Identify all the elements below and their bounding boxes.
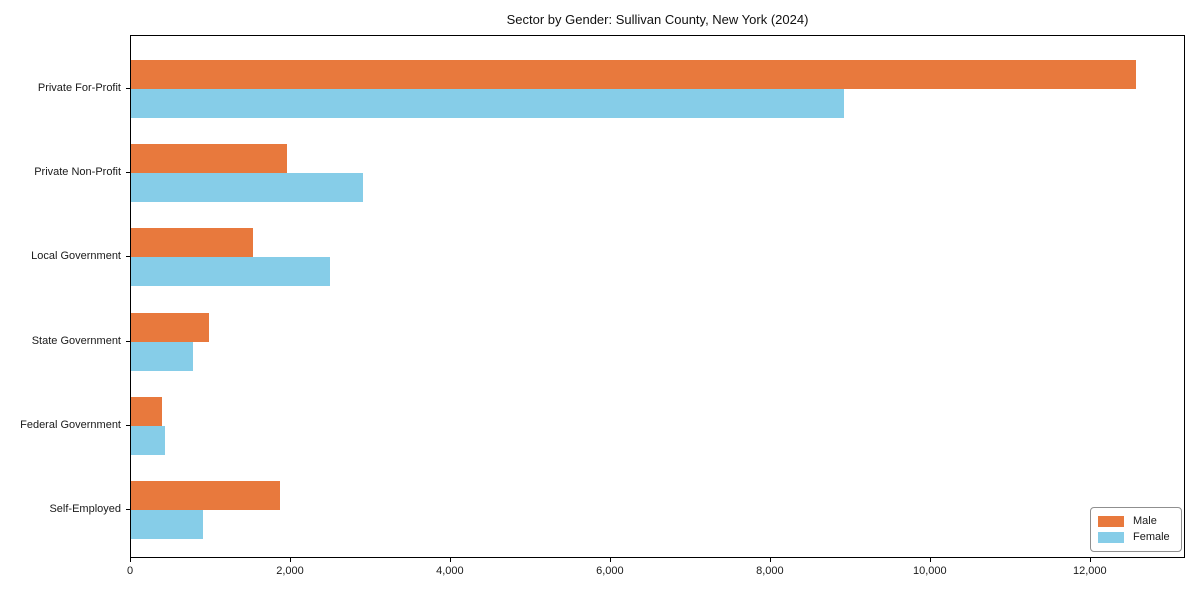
bar-male-federal-government: [131, 396, 162, 426]
x-axis-tick-label: 0: [126, 565, 134, 577]
x-axis-tick: [1089, 558, 1091, 562]
y-axis-tick: [126, 509, 130, 510]
x-axis-tick-label: 6,000: [596, 565, 624, 577]
x-axis-tick: [449, 558, 451, 562]
bar-female-self-employed: [131, 510, 204, 539]
y-axis-tick: [126, 424, 130, 426]
bar-female-local-government: [131, 257, 331, 287]
x-axis-tick: [290, 558, 291, 562]
y-axis-tick: [126, 340, 130, 342]
x-axis-tick-label: 12,000: [1072, 565, 1107, 577]
bar-female-private-non-profit: [131, 173, 364, 203]
legend-item-female: Female: [1098, 532, 1174, 543]
x-axis-tick: [130, 558, 131, 562]
x-axis-tick: [929, 558, 931, 562]
bar-male-private-for-profit: [131, 60, 1136, 89]
y-axis-label-self-employed: Self-Employed: [49, 503, 121, 515]
y-axis-label-state-government: State Government: [31, 334, 121, 347]
x-axis-tick: [609, 558, 611, 562]
y-axis-tick: [126, 256, 130, 258]
bar-female-state-government: [131, 341, 193, 371]
y-axis-tick: [126, 172, 130, 174]
x-axis-tick-label: 8,000: [756, 565, 784, 577]
x-axis-tick-label: 10,000: [912, 565, 947, 577]
bar-female-private-for-profit: [131, 89, 844, 118]
legend-label-male: Male: [1133, 515, 1157, 527]
bar-male-local-government: [131, 228, 254, 258]
x-axis-tick-label: 4,000: [436, 565, 464, 577]
legend-swatch-male: [1098, 516, 1124, 527]
bar-male-private-non-profit: [131, 144, 287, 174]
y-axis-label-private-for-profit: Private For-Profit: [37, 82, 121, 94]
x-axis-tick-label: 2,000: [276, 565, 304, 577]
y-axis-tick: [126, 88, 130, 89]
x-axis-tick: [769, 558, 771, 562]
bar-male-state-government: [131, 312, 210, 342]
y-axis-label-local-government: Local Government: [31, 250, 121, 263]
y-axis-label-federal-government: Federal Government: [20, 418, 121, 431]
plot-area: [130, 35, 1185, 558]
chart-title: Sector by Gender: Sullivan County, New Y…: [506, 12, 809, 27]
legend-label-female: Female: [1133, 531, 1170, 543]
legend-item-male: Male: [1098, 516, 1174, 527]
legend-swatch-female: [1098, 532, 1124, 543]
y-axis-label-private-non-profit: Private Non-Profit: [34, 166, 121, 179]
legend: Male Female: [1090, 507, 1182, 552]
bar-female-federal-government: [131, 425, 165, 455]
bar-male-self-employed: [131, 481, 280, 510]
